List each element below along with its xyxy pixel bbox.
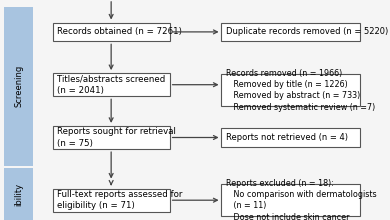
Text: Full-text reports assessed for
eligibility (n = 71): Full-text reports assessed for eligibili… bbox=[57, 190, 183, 210]
Bar bbox=[222, 128, 360, 147]
Bar bbox=[53, 22, 170, 41]
Bar bbox=[4, 7, 33, 166]
Bar bbox=[53, 73, 170, 96]
Bar bbox=[53, 126, 170, 149]
Bar bbox=[53, 189, 170, 212]
Bar bbox=[4, 168, 33, 220]
Text: Records obtained (n = 7261): Records obtained (n = 7261) bbox=[57, 28, 182, 36]
Text: Reports excluded (n = 18):
   No comparison with dermatologists
   (n = 11)
   D: Reports excluded (n = 18): No comparison… bbox=[226, 178, 377, 220]
Text: Duplicate records removed (n = 5220): Duplicate records removed (n = 5220) bbox=[226, 28, 388, 36]
Text: Reports not retrieved (n = 4): Reports not retrieved (n = 4) bbox=[226, 133, 348, 142]
Bar bbox=[222, 184, 360, 216]
Bar bbox=[222, 22, 360, 41]
Text: ibility: ibility bbox=[14, 183, 23, 206]
Text: Reports sought for retrieval
(n = 75): Reports sought for retrieval (n = 75) bbox=[57, 127, 176, 148]
Bar bbox=[222, 74, 360, 106]
Text: Screening: Screening bbox=[14, 65, 23, 108]
Text: Records removed (n = 1966)
   Removed by title (n = 1226)
   Removed by abstract: Records removed (n = 1966) Removed by ti… bbox=[226, 68, 375, 112]
Text: Titles/abstracts screened
(n = 2041): Titles/abstracts screened (n = 2041) bbox=[57, 75, 166, 95]
